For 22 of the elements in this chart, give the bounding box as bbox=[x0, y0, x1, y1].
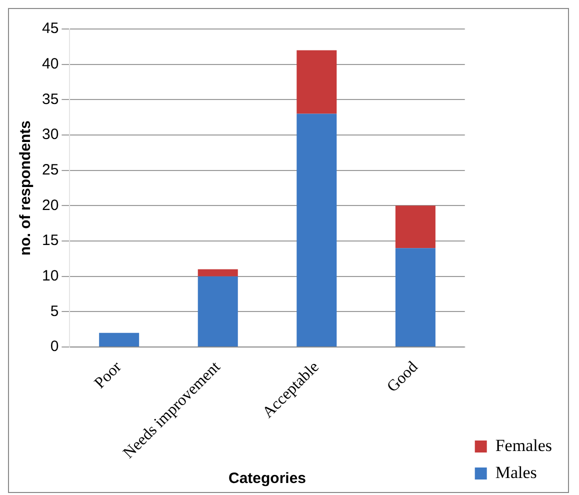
y-axis-title: no. of respondents bbox=[17, 120, 34, 256]
legend-label: Males bbox=[495, 462, 537, 482]
bar bbox=[395, 248, 436, 346]
legend-label: Females bbox=[495, 436, 552, 455]
y-tick-label: 20 bbox=[42, 196, 59, 214]
bar bbox=[198, 269, 238, 276]
x-tick-label: Poor bbox=[91, 358, 126, 392]
bar bbox=[198, 276, 238, 346]
bar bbox=[395, 206, 436, 248]
y-tick-label: 45 bbox=[42, 20, 59, 38]
bar bbox=[296, 114, 337, 346]
y-tick-label: 5 bbox=[50, 302, 59, 320]
y-tick-label: 0 bbox=[50, 338, 59, 356]
x-axis-title: Categories bbox=[228, 470, 306, 488]
bar bbox=[99, 332, 140, 346]
y-tick-label: 30 bbox=[42, 126, 59, 144]
y-tick-label: 40 bbox=[42, 55, 59, 72]
y-tick-label: 35 bbox=[42, 90, 59, 108]
y-tick-label: 25 bbox=[42, 161, 59, 178]
y-tick-label: 15 bbox=[42, 232, 59, 250]
y-tick-label: 10 bbox=[42, 267, 59, 284]
bar bbox=[296, 50, 337, 114]
